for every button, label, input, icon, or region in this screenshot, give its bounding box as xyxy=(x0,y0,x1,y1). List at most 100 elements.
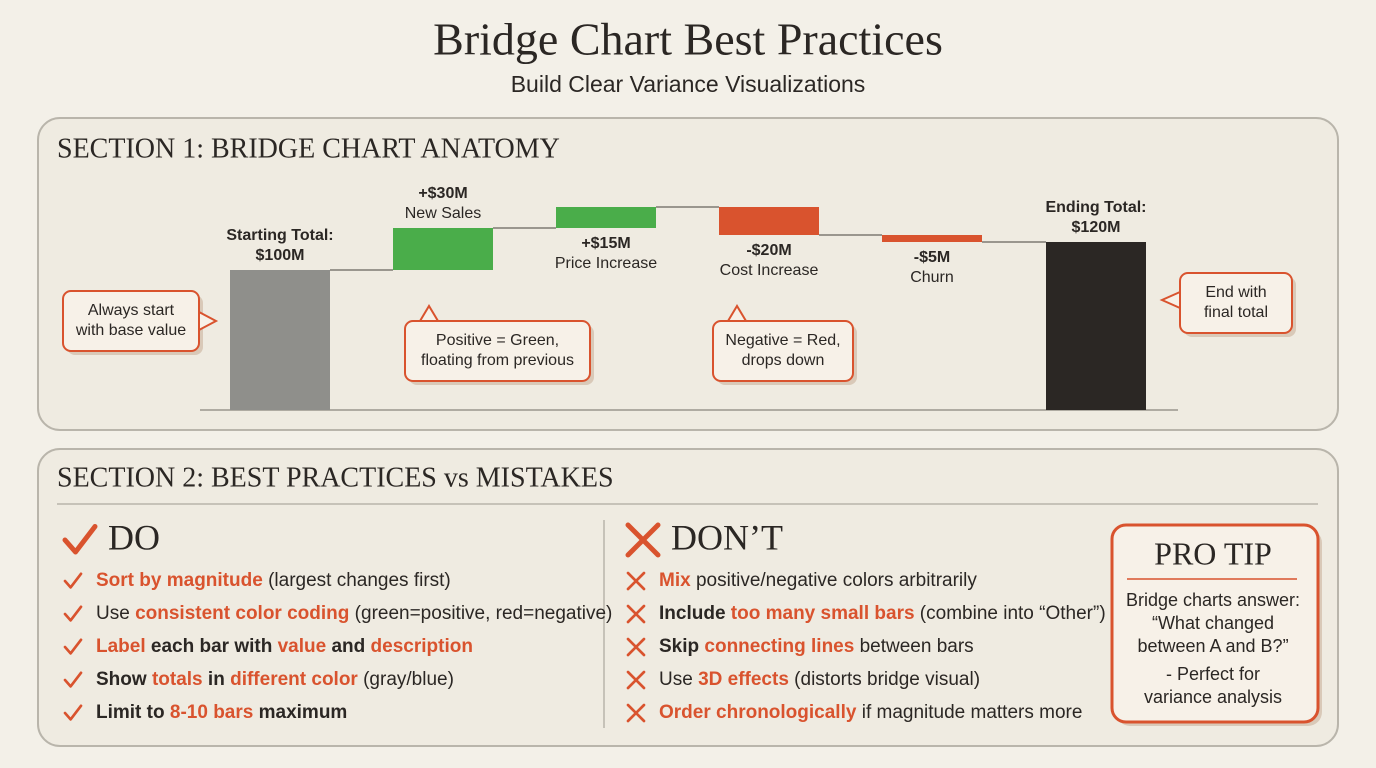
list-item-segment: each bar with xyxy=(146,636,278,657)
category-label: Cost Increase xyxy=(720,262,819,279)
callout-text: with base value xyxy=(75,322,186,339)
value-label: +$15M xyxy=(581,235,630,252)
list-item-segment: Show xyxy=(96,669,152,690)
check-icon xyxy=(63,638,83,655)
list-item: Use consistent color coding (green=posit… xyxy=(96,603,612,624)
list-item-segment: Limit to xyxy=(96,702,170,723)
value-label: -$5M xyxy=(914,249,950,266)
bar xyxy=(393,228,493,270)
callout xyxy=(404,320,591,382)
list-item-segment: between bars xyxy=(854,636,973,657)
bar xyxy=(556,207,656,228)
callout-text: Negative = Red, xyxy=(725,332,840,349)
list-item: Use 3D effects (distorts bridge visual) xyxy=(659,669,980,690)
list-item-segment: Mix xyxy=(659,570,691,591)
list-item-segment: 8-10 bars xyxy=(170,702,253,723)
pro-tip-box xyxy=(1110,523,1320,724)
category-label: Starting Total: xyxy=(226,227,333,244)
cross-icon xyxy=(626,703,646,723)
category-label: Price Increase xyxy=(555,255,657,272)
list-item: Include too many small bars (combine int… xyxy=(659,603,1106,624)
check-icon xyxy=(63,671,83,688)
list-item: Skip connecting lines between bars xyxy=(659,636,974,657)
callout-pointer xyxy=(418,304,440,322)
list-item-segment: value xyxy=(278,636,327,657)
list-item: Order chronologically if magnitude matte… xyxy=(659,702,1082,723)
cross-icon xyxy=(626,604,646,624)
list-item: Sort by magnitude (largest changes first… xyxy=(96,570,451,591)
pro-tip-line: variance analysis xyxy=(1144,687,1282,707)
list-item-segment: maximum xyxy=(253,702,347,723)
list-item-segment: totals xyxy=(152,669,203,690)
list-item-segment: Sort by magnitude xyxy=(96,570,263,591)
callout xyxy=(62,290,200,352)
bar xyxy=(719,207,819,235)
list-item-segment: Label xyxy=(96,636,146,657)
list-item-segment: Skip xyxy=(659,636,704,657)
callout-text: drops down xyxy=(742,352,825,369)
list-item-segment: connecting lines xyxy=(704,636,854,657)
callout-pointer xyxy=(1159,290,1181,310)
list-item-segment: Include xyxy=(659,603,731,624)
list-item-segment: too many small bars xyxy=(731,603,915,624)
list-item: Label each bar with value and descriptio… xyxy=(96,636,473,657)
check-icon xyxy=(62,524,98,555)
cross-icon xyxy=(626,571,646,591)
category-label: Ending Total: xyxy=(1045,199,1146,216)
cross-icon xyxy=(626,637,646,657)
callout-pointer xyxy=(198,310,219,332)
list-item-segment: 3D effects xyxy=(698,669,789,690)
bar xyxy=(230,270,330,410)
callout-text: final total xyxy=(1204,304,1268,321)
list-item-segment: (green=positive, red=negative) xyxy=(349,603,612,624)
check-icon xyxy=(63,572,83,589)
pro-tip-line: “What changed xyxy=(1152,613,1274,633)
section-panel xyxy=(37,448,1339,747)
cross-icon xyxy=(626,670,646,690)
callout-text: End with xyxy=(1205,284,1266,301)
pro-tip-line: between A and B?” xyxy=(1137,636,1288,656)
list-item-segment: (largest changes first) xyxy=(263,570,451,591)
list-item-segment: (distorts bridge visual) xyxy=(789,669,980,690)
bar xyxy=(1046,242,1146,410)
check-icon xyxy=(63,605,83,622)
list-item-segment: Order chronologically xyxy=(659,702,857,723)
callout-pointer xyxy=(726,304,748,322)
list-item-segment: if magnitude matters more xyxy=(856,702,1082,723)
callout-text: floating from previous xyxy=(421,352,574,369)
callout-text: Positive = Green, xyxy=(436,332,559,349)
callout xyxy=(712,320,854,382)
list-item-segment: Use xyxy=(96,603,135,624)
value-label: $120M xyxy=(1072,219,1121,236)
pro-tip-line: - Perfect for xyxy=(1166,664,1260,684)
value-label: -$20M xyxy=(746,242,791,259)
list-item-segment: and xyxy=(326,636,370,657)
list-heading: DON’T xyxy=(671,517,783,557)
list-item-segment: (gray/blue) xyxy=(358,669,454,690)
pro-tip-title: PRO TIP xyxy=(1154,535,1272,571)
section-title: SECTION 1: BRIDGE CHART ANATOMY xyxy=(57,133,560,164)
list-item-segment: different color xyxy=(230,669,358,690)
list-item-segment: Use xyxy=(659,669,698,690)
section-panel xyxy=(37,117,1339,431)
list-item-segment: positive/negative colors arbitrarily xyxy=(691,570,978,591)
section-title: SECTION 2: BEST PRACTICES vs MISTAKES xyxy=(57,462,614,493)
list-item: Mix positive/negative colors arbitrarily xyxy=(659,570,977,591)
list-item-segment: in xyxy=(203,669,230,690)
category-label: Churn xyxy=(910,269,954,286)
callout xyxy=(1179,272,1293,334)
value-label: $100M xyxy=(256,247,305,264)
page-subtitle: Build Clear Variance Visualizations xyxy=(511,71,866,97)
page-title: Bridge Chart Best Practices xyxy=(433,14,943,65)
list-item-segment: consistent color coding xyxy=(135,603,349,624)
check-icon xyxy=(63,704,83,721)
value-label: +$30M xyxy=(418,185,467,202)
cross-icon xyxy=(625,522,661,558)
list-item: Limit to 8-10 bars maximum xyxy=(96,702,347,723)
bar xyxy=(882,235,982,242)
category-label: New Sales xyxy=(405,205,481,222)
list-item-segment: description xyxy=(371,636,473,657)
list-item: Show totals in different color (gray/blu… xyxy=(96,669,454,690)
callout-text: Always start xyxy=(88,302,175,319)
